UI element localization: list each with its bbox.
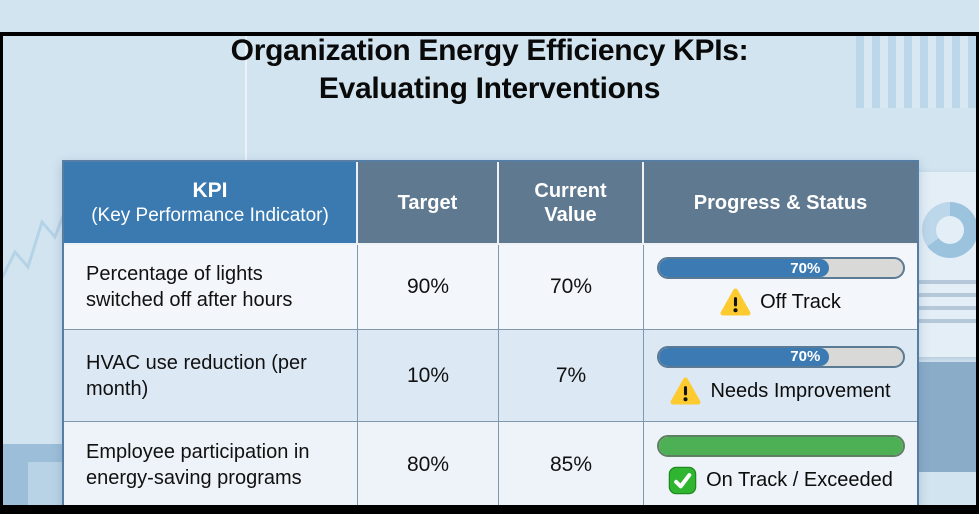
background-list-lines (918, 280, 976, 330)
row3-status-label: On Track / Exceeded (706, 468, 893, 491)
header-kpi-subtitle: (Key Performance Indicator) (91, 204, 329, 226)
row1-progress-fill: 70% (658, 259, 830, 277)
row1-kpi-label: Percentage of lights switched off after … (64, 245, 358, 330)
row3-progress-status: On Track / Exceeded (644, 422, 917, 507)
row2-progress-label: 70% (790, 348, 821, 365)
row2-progress-fill: 70% (658, 347, 830, 366)
row1-progress-status: 70% Off Track (644, 245, 917, 330)
row2-progress-bar: 70% (656, 345, 905, 368)
header-kpi-title: KPI (192, 178, 228, 202)
background-donut-chart (922, 202, 978, 258)
row1-progress-bar: 70% (656, 257, 905, 279)
kpi-table: KPI (Key Performance Indicator) Target C… (62, 160, 919, 509)
background-wall-line (245, 36, 247, 160)
warning-icon (670, 376, 701, 406)
row1-status-label: Off Track (760, 291, 841, 313)
header-kpi: KPI (Key Performance Indicator) (64, 162, 358, 245)
check-icon (668, 466, 697, 495)
row2-target-value: 10% (358, 330, 499, 422)
row2-status: Needs Improvement (670, 376, 891, 406)
background-line-chart (0, 196, 70, 283)
header-progress-status: Progress & Status (644, 162, 917, 245)
row1-progress-label: 70% (790, 259, 821, 277)
row2-progress-status: 70% Needs Improvement (644, 330, 917, 422)
row3-progress-fill (658, 436, 903, 455)
row2-current-value: 7% (499, 330, 644, 422)
page-title: Organization Energy Efficiency KPIs: Eva… (0, 32, 979, 108)
row3-target-value: 80% (358, 422, 499, 507)
row1-current-value: 70% (499, 245, 644, 330)
background-barchart-stripes (856, 36, 976, 108)
row3-status: On Track / Exceeded (668, 466, 893, 495)
warning-icon (720, 288, 751, 317)
row3-kpi-label: Employee participation in energy-saving … (64, 422, 358, 507)
row3-progress-bar (656, 434, 905, 457)
header-current-value: Current Value (499, 162, 644, 245)
row1-target-value: 90% (358, 245, 499, 330)
row2-status-label: Needs Improvement (710, 379, 891, 402)
row2-kpi-label: HVAC use reduction (per month) (64, 330, 358, 422)
page-title-line2: Evaluating Interventions (318, 71, 661, 105)
header-target: Target (358, 162, 499, 245)
row1-status: Off Track (720, 288, 841, 317)
page-title-line1: Organization Energy Efficiency KPIs: (230, 34, 749, 67)
row3-current-value: 85% (499, 422, 644, 507)
